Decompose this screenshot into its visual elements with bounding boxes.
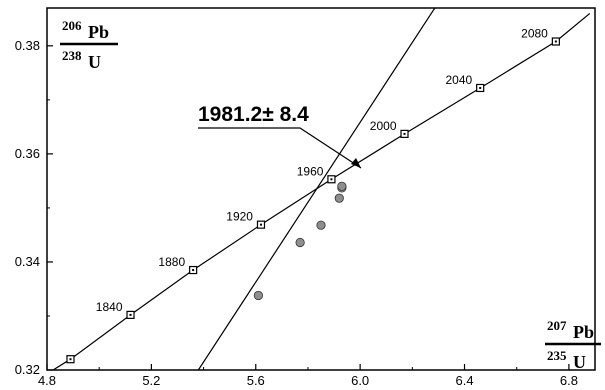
discordia-line (197, 8, 436, 370)
sample-point (337, 181, 347, 191)
y-tick-label: 0.34 (15, 254, 40, 269)
x-tick-label: 5.6 (247, 373, 265, 388)
plot-area: 1840 1880 1920 1960 2000 2040 2080 (51, 8, 591, 370)
intercept-annotation: 1981.2± 8.4 (198, 103, 362, 169)
age-label: 2000 (370, 119, 397, 133)
concordia-curve (51, 12, 591, 370)
y-label-num-sup: 206 (62, 18, 82, 33)
x-tick-label: 5.2 (142, 373, 160, 388)
age-marker-dot (69, 358, 72, 361)
age-label: 1840 (96, 300, 123, 314)
age-label: 1880 (158, 255, 185, 269)
x-tick-label: 6.8 (560, 373, 578, 388)
age-label: 2080 (521, 26, 548, 40)
axes: 4.8 5.2 5.6 6.0 6.4 6.8 0.32 0.34 0.36 0.38 (15, 7, 596, 388)
x-tick-label: 6.4 (455, 373, 473, 388)
sample-point (334, 193, 344, 203)
sample-point (253, 290, 263, 301)
y-tick-label: 0.36 (15, 146, 40, 161)
y-label-den-sup: 238 (62, 48, 82, 63)
y-label-den-element: U (88, 52, 101, 72)
age-marker-dot (259, 223, 262, 226)
y-tick-label: 0.32 (15, 362, 40, 377)
sample-point (295, 237, 305, 248)
sample-point (316, 220, 326, 230)
x-label-den-element: U (573, 352, 586, 372)
age-label: 2040 (445, 73, 472, 87)
age-marker-dot (330, 178, 333, 181)
intercept-age-label: 1981.2± 8.4 (198, 103, 309, 126)
y-tick-label: 0.38 (15, 38, 40, 53)
age-marker-dot (129, 313, 132, 316)
plot-frame (46, 7, 596, 371)
age-marker-dot (479, 86, 482, 89)
x-axis-label: 207 Pb 235 U (545, 318, 601, 372)
y-axis-label: 206 Pb 238 U (60, 18, 118, 72)
annotation-arrowhead (351, 158, 361, 168)
x-tick-label: 6.0 (351, 373, 369, 388)
annotation-leader-line (198, 127, 362, 169)
x-tick-label: 4.8 (38, 373, 56, 388)
age-marker-dot (192, 269, 195, 272)
age-marker-dot (554, 40, 557, 43)
x-label-num-element: Pb (573, 322, 594, 342)
age-marker-dot (403, 132, 406, 135)
y-label-num-element: Pb (88, 22, 109, 42)
x-label-den-sup: 235 (547, 348, 567, 363)
age-label: 1960 (297, 164, 324, 178)
x-label-num-sup: 207 (547, 318, 567, 333)
age-label: 1920 (226, 210, 253, 224)
